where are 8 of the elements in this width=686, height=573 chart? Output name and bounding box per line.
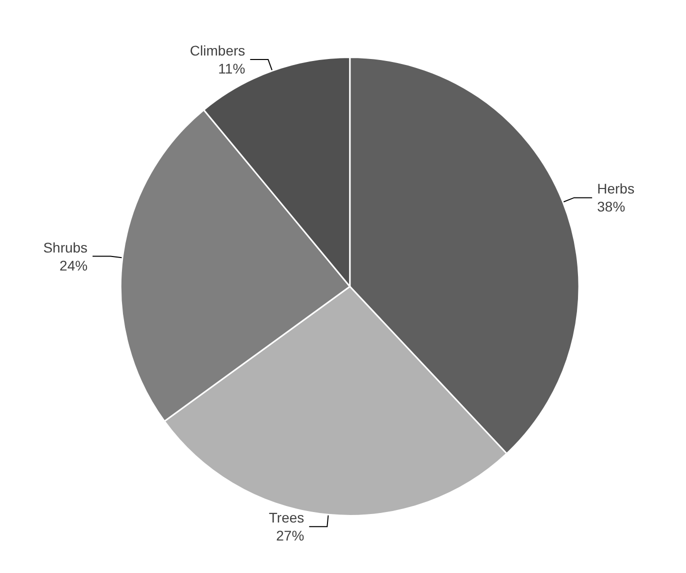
data-label: 27% (276, 528, 304, 544)
data-label: 11% (218, 60, 246, 77)
slice-label: Trees (268, 510, 304, 526)
data-label: 24% (60, 257, 88, 274)
data-label: 38% (597, 198, 626, 215)
slice-label: Herbs (597, 180, 634, 197)
slice-label: Climbers (190, 42, 246, 59)
slice-label: Shrubs (43, 239, 88, 256)
